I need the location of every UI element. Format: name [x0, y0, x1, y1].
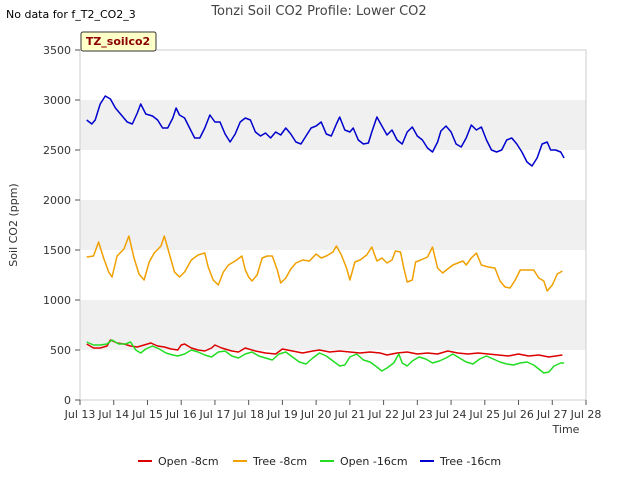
grid-band: [80, 350, 586, 400]
y-axis-label: Soil CO2 (ppm): [7, 183, 20, 266]
series-line-open-16cm: [86, 339, 565, 374]
y-tick-label: 2000: [43, 194, 71, 207]
series-lines: [86, 95, 565, 374]
source-badge-box: [80, 31, 157, 52]
x-tick-label: Jul 21: [333, 408, 365, 421]
grid-band: [80, 250, 586, 300]
legend-label: Open -8cm: [158, 455, 219, 468]
y-tick-label: 2500: [43, 144, 71, 157]
x-tick-label: Jul 28: [570, 408, 602, 421]
x-tick-label: Jul 27: [536, 408, 568, 421]
grid-band: [80, 150, 586, 200]
source-badge: TZ_soilco2: [80, 31, 157, 52]
x-tick-label: Jul 20: [300, 408, 332, 421]
y-tick-label: 0: [64, 394, 71, 407]
y-tick-label: 3500: [43, 44, 71, 57]
x-tick-label: Jul 25: [468, 408, 500, 421]
series-line-tree-16cm: [86, 95, 565, 167]
x-axis-ticks: Jul 13 Jul 14 Jul 15 Jul 16 Jul 17 Jul 18 Jul …: [64, 400, 602, 421]
x-tick-label: Jul 17: [199, 408, 231, 421]
series-line-tree-8cm: [86, 235, 563, 292]
grid-band: [80, 300, 586, 350]
grid-bands: [80, 50, 586, 400]
chart-title: Tonzi Soil CO2 Profile: Lower CO2: [210, 4, 426, 19]
y-tick-label: 3000: [43, 94, 71, 107]
x-axis-label: Time: [552, 423, 580, 436]
legend-label: Open -16cm: [340, 455, 408, 468]
x-tick-label: Jul 13: [64, 408, 96, 421]
x-tick-label: Jul 23: [401, 408, 433, 421]
no-data-note: No data for f_T2_CO2_3: [6, 8, 136, 21]
series-line-open-8cm: [86, 339, 563, 358]
x-tick-label: Jul 16: [165, 408, 197, 421]
x-tick-label: Jul 19: [266, 408, 298, 421]
x-tick-label: Jul 14: [97, 408, 129, 421]
grid-band: [80, 200, 586, 250]
y-tick-label: 1500: [43, 244, 71, 257]
x-tick-label: Jul 15: [131, 408, 163, 421]
legend-label: Tree -8cm: [252, 455, 307, 468]
x-tick-label: Jul 22: [367, 408, 399, 421]
legend: Open -8cm Tree -8cm Open -16cm Tree -16cm: [138, 455, 501, 468]
grid-band: [80, 100, 586, 150]
y-axis-ticks: 0 500 1000 1500 2000 2500 3000 3500: [43, 44, 80, 407]
x-tick-label: Jul 24: [435, 408, 467, 421]
x-tick-label: Jul 26: [502, 408, 534, 421]
plot-area: [79, 49, 587, 401]
y-tick-label: 500: [50, 344, 71, 357]
x-tick-label: Jul 18: [232, 408, 264, 421]
y-tick-label: 1000: [43, 294, 71, 307]
legend-label: Tree -16cm: [439, 455, 501, 468]
grid-band: [80, 50, 586, 100]
source-badge-label: TZ_soilco2: [86, 35, 150, 48]
